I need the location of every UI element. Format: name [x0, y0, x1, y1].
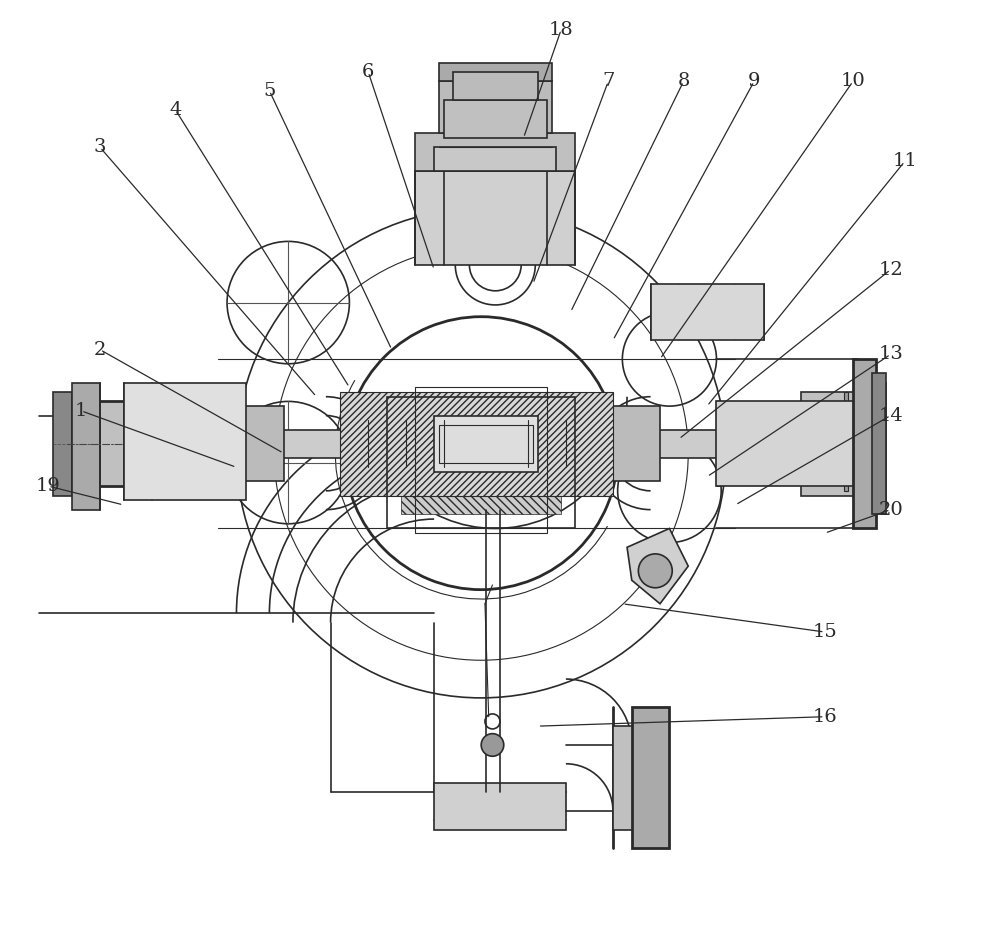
Bar	[439, 62, 552, 81]
Text: 8: 8	[677, 73, 690, 91]
Text: 3: 3	[94, 138, 106, 157]
Text: 14: 14	[878, 407, 903, 425]
Circle shape	[638, 554, 672, 588]
Polygon shape	[627, 529, 688, 604]
Text: 2: 2	[94, 341, 106, 359]
Bar	[72, 382, 100, 510]
Bar	[439, 425, 533, 463]
Text: 10: 10	[841, 73, 865, 91]
Bar	[872, 373, 886, 514]
Text: 19: 19	[36, 477, 61, 495]
Text: 11: 11	[892, 152, 917, 171]
Bar	[67, 401, 128, 486]
Bar	[208, 406, 284, 481]
Bar	[801, 392, 867, 496]
Bar	[364, 406, 439, 481]
Bar	[53, 392, 72, 496]
Bar	[199, 430, 801, 458]
Bar	[453, 72, 538, 100]
Text: 16: 16	[812, 708, 837, 726]
Bar	[853, 359, 876, 529]
Bar	[415, 133, 575, 171]
Bar	[716, 401, 858, 486]
Polygon shape	[844, 392, 848, 491]
Bar	[444, 100, 547, 138]
Bar	[613, 726, 641, 830]
Bar	[867, 382, 886, 505]
Text: 18: 18	[549, 21, 574, 39]
Bar	[585, 406, 660, 481]
Polygon shape	[340, 392, 613, 496]
Bar	[651, 284, 764, 340]
Text: 5: 5	[263, 82, 276, 100]
Bar	[434, 783, 566, 830]
Text: 15: 15	[812, 623, 837, 641]
Text: 6: 6	[362, 63, 374, 81]
Text: 13: 13	[878, 346, 903, 363]
Bar	[387, 396, 575, 529]
Text: 12: 12	[878, 261, 903, 278]
Circle shape	[481, 733, 504, 756]
Bar	[439, 81, 552, 133]
Bar	[434, 147, 556, 171]
Bar	[124, 382, 246, 500]
Text: 9: 9	[748, 73, 760, 91]
Bar	[519, 406, 594, 481]
Bar	[401, 469, 561, 514]
Text: 20: 20	[878, 500, 903, 518]
Text: 4: 4	[169, 101, 181, 119]
Polygon shape	[632, 707, 669, 849]
Bar	[434, 415, 538, 472]
Bar	[415, 387, 547, 533]
Bar	[415, 171, 575, 265]
Text: 7: 7	[602, 73, 614, 91]
Text: 1: 1	[75, 402, 87, 420]
